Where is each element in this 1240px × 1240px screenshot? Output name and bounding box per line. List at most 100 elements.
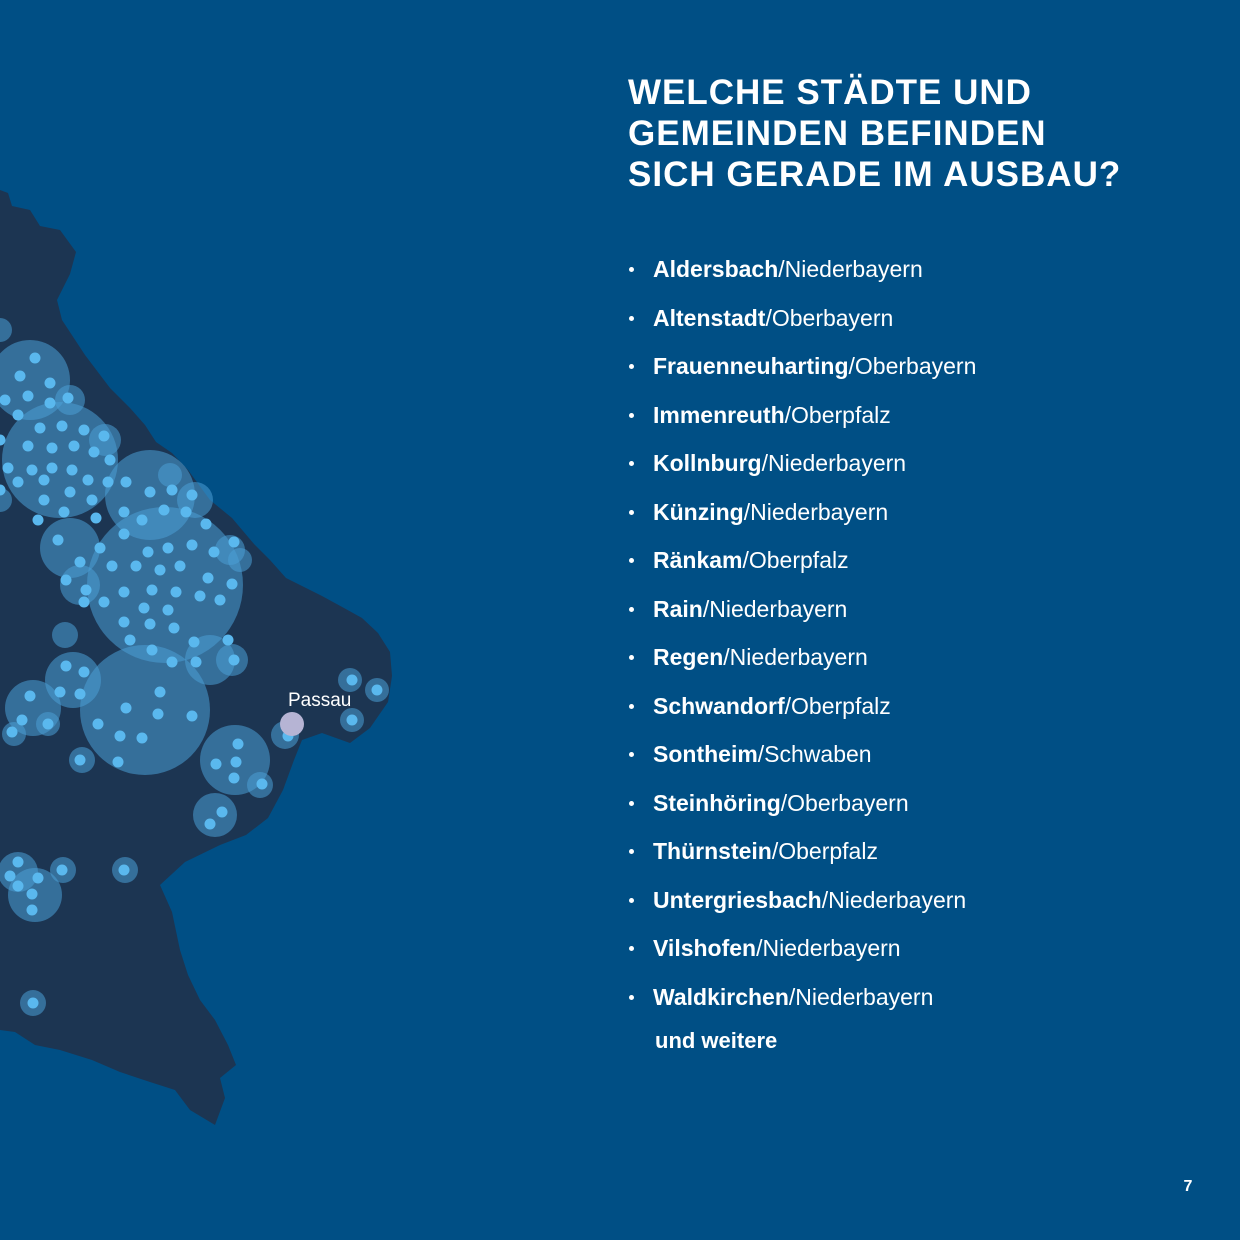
list-item: Aldersbach/Niederbayern: [628, 247, 976, 296]
location-dot: [46, 442, 58, 454]
location-dot: [228, 536, 240, 548]
location-dot: [66, 464, 78, 476]
location-dot: [144, 618, 156, 630]
location-dot: [118, 528, 130, 540]
location-dot: [118, 616, 130, 628]
more-text: und weitere: [655, 1028, 778, 1053]
location-dot: [188, 636, 200, 648]
location-dot: [46, 462, 58, 474]
location-dot: [0, 484, 6, 496]
location-dot: [214, 594, 226, 606]
location-dot: [27, 997, 39, 1009]
city-region: /Oberpfalz: [784, 401, 891, 428]
location-dot: [56, 420, 68, 432]
location-dot: [120, 702, 132, 714]
location-dot: [58, 506, 70, 518]
location-dot: [222, 634, 234, 646]
location-dots: [0, 352, 383, 1009]
coverage-circle: [228, 548, 252, 572]
location-dot: [16, 714, 28, 726]
location-dot: [14, 370, 26, 382]
list-item: Kollnburg/Niederbayern: [628, 441, 976, 490]
location-dot: [24, 690, 36, 702]
city-region: /Niederbayern: [723, 644, 868, 670]
location-dot: [104, 454, 116, 466]
location-dot: [32, 872, 44, 884]
location-dot: [64, 486, 76, 498]
heading-line: sich gerade im Ausbau?: [628, 155, 1122, 194]
location-dot: [186, 539, 198, 551]
city-region: /Niederbayern: [702, 595, 848, 622]
list-item: Künzing/Niederbayern: [628, 490, 976, 539]
coverage-circle: [52, 622, 78, 648]
location-dot: [154, 564, 166, 576]
location-dot: [80, 584, 92, 596]
location-dot: [26, 904, 38, 916]
list-item: Sontheim/Schwaben: [628, 732, 976, 781]
location-dot: [120, 476, 132, 488]
location-dot: [29, 352, 41, 364]
location-dot: [78, 424, 90, 436]
location-dot: [118, 864, 130, 876]
location-dot: [154, 686, 166, 698]
location-dot: [186, 710, 198, 722]
location-dot: [78, 596, 90, 608]
coverage-circle: [0, 852, 38, 892]
heading-line: Gemeinden befinden: [628, 114, 1047, 153]
list-item: Regen/Niederbayern: [628, 635, 976, 684]
location-dot: [38, 494, 50, 506]
location-dot: [112, 756, 124, 768]
location-dot: [2, 462, 14, 474]
location-dot: [22, 390, 34, 402]
city-name: Ränkam: [653, 547, 743, 573]
city-region: /Schwaben: [757, 741, 872, 767]
location-dot: [162, 542, 174, 554]
location-dot: [180, 506, 192, 518]
list-item: Schwandorf/Oberpfalz: [628, 684, 976, 733]
location-dot: [371, 684, 383, 696]
city-name: Schwandorf: [653, 692, 785, 719]
city-region: /Niederbayern: [756, 935, 901, 961]
location-dot: [12, 856, 24, 868]
city-region: /Niederbayern: [821, 886, 967, 913]
location-dot: [162, 604, 174, 616]
list-item: Untergriesbach/Niederbayern: [628, 878, 976, 927]
city-name: Aldersbach: [653, 256, 779, 282]
list-item: Frauenneuharting/Oberbayern: [628, 344, 976, 393]
coverage-circle: [193, 793, 237, 837]
location-dot: [106, 560, 118, 572]
city-region: /Niederbayern: [761, 450, 907, 476]
location-dot: [136, 732, 148, 744]
page-number: 7: [1183, 1178, 1193, 1195]
location-dot: [60, 660, 72, 672]
list-item: Waldkirchen/Niederbayern: [628, 975, 976, 1024]
location-dot: [0, 394, 11, 406]
location-dot: [124, 634, 136, 646]
location-dot: [186, 489, 198, 501]
coverage-circle: [158, 463, 182, 487]
location-dot: [170, 586, 182, 598]
location-dot: [98, 596, 110, 608]
location-dot: [136, 514, 148, 526]
location-dot: [12, 880, 24, 892]
location-dot: [158, 504, 170, 516]
location-dot: [4, 870, 16, 882]
location-dot: [194, 590, 206, 602]
location-dot: [142, 546, 154, 558]
location-dot: [12, 476, 24, 488]
location-dot: [74, 556, 86, 568]
location-dot: [232, 738, 244, 750]
location-dot: [74, 688, 86, 700]
location-dot: [6, 726, 18, 738]
city-name: Regen: [653, 644, 724, 670]
location-dot: [94, 542, 106, 554]
location-dot: [146, 584, 158, 596]
location-dot: [256, 778, 268, 790]
location-dot: [168, 622, 180, 634]
location-dot: [166, 656, 178, 668]
location-dot: [226, 578, 238, 590]
city-name: Rain: [653, 595, 703, 622]
city-region: /Oberbayern: [780, 789, 909, 816]
city-region: /Oberpfalz: [784, 692, 891, 719]
city-name: Steinhöring: [653, 789, 781, 816]
